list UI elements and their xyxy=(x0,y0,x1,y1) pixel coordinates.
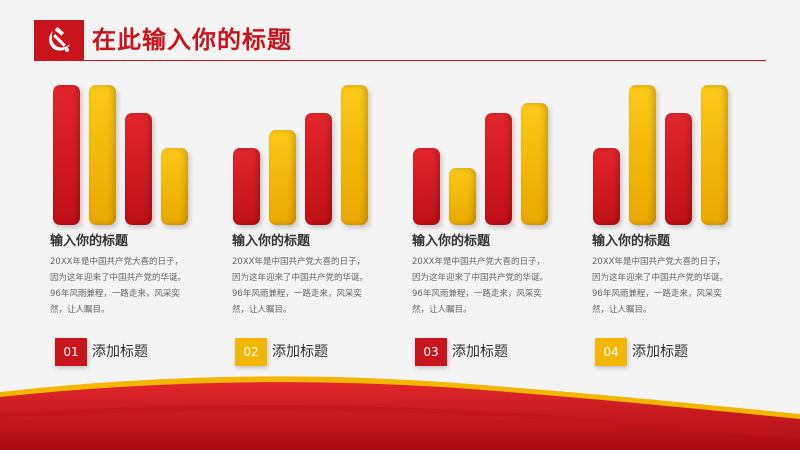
bar-chart-1 xyxy=(50,70,200,225)
chart-bar xyxy=(665,113,692,225)
chart-bar xyxy=(341,85,368,225)
chart-bar xyxy=(593,148,620,225)
column-description: 20XX年是中国共产党大喜的日子， 因为这年迎来了中国共产党的华诞。 96年风雨… xyxy=(592,257,729,315)
chart-bar xyxy=(449,168,476,225)
number-badge: 02 xyxy=(235,338,267,366)
chart-bar xyxy=(125,113,152,225)
bar-chart-3 xyxy=(410,70,560,225)
chart-bar xyxy=(269,130,296,225)
column-description: 20XX年是中国共产党大喜的日子， 因为这年迎来了中国共产党的华诞。 96年风雨… xyxy=(50,257,187,315)
header-divider xyxy=(34,60,766,61)
chart-bar xyxy=(305,113,332,225)
add-title-label[interactable]: 添加标题 xyxy=(92,344,148,360)
chart-bar xyxy=(485,113,512,225)
number-badge: 03 xyxy=(415,338,447,366)
column-description: 20XX年是中国共产党大喜的日子， 因为这年迎来了中国共产党的华诞。 96年风雨… xyxy=(412,257,549,315)
add-title-label[interactable]: 添加标题 xyxy=(632,344,688,360)
column-title: 输入你的标题 xyxy=(592,234,671,249)
column-title: 输入你的标题 xyxy=(50,234,129,249)
chart-bar xyxy=(413,148,440,225)
chart-bar xyxy=(629,85,656,225)
column-title: 输入你的标题 xyxy=(232,234,311,249)
chart-bar xyxy=(89,85,116,225)
chart-bar xyxy=(701,85,728,225)
add-title-label[interactable]: 添加标题 xyxy=(452,344,508,360)
chart-bar xyxy=(233,148,260,225)
bar-chart-4 xyxy=(590,70,740,225)
column-title: 输入你的标题 xyxy=(412,234,491,249)
chart-bar xyxy=(161,148,188,225)
red-ribbon-decoration xyxy=(0,376,800,450)
hammer-sickle-icon xyxy=(49,27,70,52)
chart-bar xyxy=(521,103,548,225)
header-logo-block xyxy=(34,20,84,60)
chart-bar xyxy=(53,85,80,225)
number-badge: 04 xyxy=(595,338,627,366)
bar-chart-2 xyxy=(230,70,380,225)
column-description: 20XX年是中国共产党大喜的日子， 因为这年迎来了中国共产党的华诞。 96年风雨… xyxy=(232,257,369,315)
page-title: 在此输入你的标题 xyxy=(92,26,292,54)
add-title-label[interactable]: 添加标题 xyxy=(272,344,328,360)
number-badge: 01 xyxy=(55,338,87,366)
